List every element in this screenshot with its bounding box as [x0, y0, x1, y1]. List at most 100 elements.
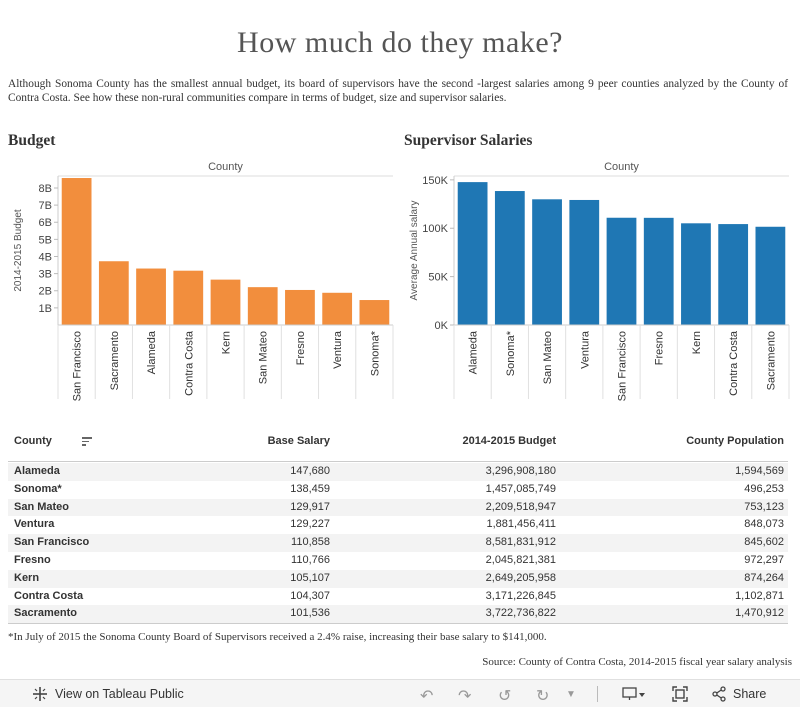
y-tick-label: 2B [39, 286, 52, 298]
bar[interactable] [606, 217, 637, 325]
table-row[interactable]: Sonoma* 138,459 1,457,085,749 496,253 [8, 481, 788, 499]
table-cell: 874,264 [744, 571, 784, 584]
table-cell: Ventura [14, 518, 55, 531]
table-row[interactable]: Fresno 110,766 2,045,821,381 972,297 [8, 552, 788, 570]
bar[interactable] [755, 226, 786, 325]
bar[interactable] [285, 289, 315, 325]
bar[interactable] [247, 287, 278, 325]
y-tick-label: 100K [422, 223, 448, 235]
x-tick-label: Contra Costa [728, 330, 740, 396]
sort-icon[interactable] [82, 437, 92, 447]
x-tick-label: Kern [221, 331, 233, 354]
intro-text: Although Sonoma County has the smallest … [8, 78, 788, 104]
download-icon[interactable] [622, 686, 646, 702]
table-cell: Fresno [14, 553, 51, 566]
table-cell: 1,457,085,749 [485, 482, 556, 495]
bar[interactable] [494, 191, 525, 325]
table-cell: Contra Costa [14, 589, 84, 602]
y-tick-label: 8B [39, 183, 52, 195]
x-tick-label: Kern [691, 331, 703, 354]
x-tick-label: Sonoma* [505, 330, 517, 376]
table-cell: 845,602 [744, 536, 784, 549]
revert-icon[interactable]: ↺ [498, 688, 512, 705]
table-cell: 129,917 [290, 500, 330, 513]
bar[interactable] [61, 178, 92, 325]
pause-icon[interactable]: ▼ [566, 689, 576, 700]
table-cell: San Francisco [14, 536, 90, 549]
table-cell: 110,858 [291, 536, 330, 549]
tableau-toolbar: View on Tableau Public ↶ ↷ ↺ ↻ ▼ Share [0, 679, 800, 707]
fullscreen-icon[interactable] [672, 686, 688, 702]
bar[interactable] [210, 279, 241, 325]
x-tick-label: Ventura [579, 330, 591, 369]
header-budget[interactable]: 2014-2015 Budget [462, 435, 556, 447]
view-on-tableau-label: View on Tableau Public [55, 687, 184, 701]
table-cell: Sonoma* [14, 482, 62, 495]
header-county[interactable]: County [14, 435, 52, 447]
table-cell: Sacramento [14, 607, 77, 620]
table-row[interactable]: Ventura 129,227 1,881,456,411 848,073 [8, 516, 788, 534]
undo-icon[interactable]: ↶ [420, 688, 434, 705]
bar[interactable] [322, 292, 353, 325]
y-axis-label: 2014-2015 Budget [13, 209, 24, 292]
budget-chart[interactable]: County 2014-2015 Budget 1B 2B 3B 4B 5B 6B 7B 8B Sa… [8, 155, 400, 405]
x-tick-label: Alameda [468, 330, 480, 374]
table-cell: 1,594,569 [735, 465, 784, 477]
table-cell: 129,227 [290, 518, 330, 531]
y-tick-label: 50K [428, 272, 448, 284]
y-tick-label: 4B [39, 251, 52, 263]
tableau-icon [33, 687, 47, 701]
view-on-tableau-button[interactable]: View on Tableau Public [32, 686, 184, 702]
table-cell: Alameda [14, 465, 60, 477]
table-row[interactable]: San Mateo 129,917 2,209,518,947 753,123 [8, 498, 788, 517]
bar[interactable] [718, 224, 749, 325]
share-button[interactable]: Share [711, 686, 766, 702]
footnote: *In July of 2015 the Sonoma County Board… [8, 631, 547, 643]
bar[interactable] [173, 270, 204, 325]
y-tick-label: 3B [39, 269, 52, 281]
x-tick-label: San Mateo [258, 331, 270, 384]
table-cell: 138,459 [290, 482, 330, 495]
table-row[interactable]: Alameda 147,680 3,296,908,180 1,594,569 [8, 463, 788, 481]
share-label: Share [733, 687, 767, 701]
bar[interactable] [643, 217, 674, 325]
table-cell: 105,107 [290, 571, 330, 584]
y-tick-label: 7B [39, 200, 52, 212]
table-row[interactable]: Kern 105,107 2,649,205,958 874,264 [8, 569, 788, 588]
header-population[interactable]: County Population [686, 435, 784, 447]
table-row[interactable]: San Francisco 110,858 8,581,831,912 845,602 [8, 534, 788, 552]
table-cell: 104,307 [290, 589, 330, 602]
bar[interactable] [359, 300, 390, 325]
table-cell: 2,649,205,958 [485, 571, 556, 584]
table-row[interactable]: Sacramento 101,536 3,722,736,822 1,470,912 [8, 605, 788, 624]
x-tick-label: San Mateo [542, 331, 554, 384]
bar[interactable] [136, 268, 166, 325]
table-cell: 110,766 [291, 553, 330, 566]
x-tick-label: Alameda [146, 330, 158, 374]
table-cell: 3,171,226,845 [485, 589, 556, 602]
bar[interactable] [457, 182, 488, 325]
table-header: County Base Salary 2014-2015 Budget Coun… [8, 428, 788, 462]
bar[interactable] [569, 199, 600, 325]
bar[interactable] [532, 199, 562, 325]
table-cell: 1,470,912 [735, 607, 784, 620]
bar[interactable] [98, 261, 129, 325]
table-cell: San Mateo [14, 500, 70, 513]
table-cell: 147,680 [290, 465, 330, 477]
page-title: How much do they make? [237, 26, 563, 59]
x-tick-label: San Francisco [72, 331, 84, 401]
y-tick-label: 0K [435, 320, 449, 332]
x-tick-label: Ventura [332, 330, 344, 369]
y-tick-label: 6B [39, 217, 52, 229]
table-cell: 3,722,736,822 [485, 607, 556, 620]
salary-chart[interactable]: County Average Annual salary 0K 50K 100K 150K… [404, 155, 796, 405]
y-tick-label: 1B [39, 303, 52, 315]
bar[interactable] [681, 223, 711, 325]
header-base-salary[interactable]: Base Salary [267, 435, 330, 447]
refresh-icon[interactable]: ↻ [536, 688, 550, 705]
table-row[interactable]: Contra Costa 104,307 3,171,226,845 1,102,87… [8, 588, 788, 606]
table-cell: 848,073 [744, 518, 784, 531]
redo-icon[interactable]: ↷ [458, 688, 472, 705]
chart-header: County [604, 161, 639, 173]
y-axis-label: Average Annual salary [409, 201, 420, 301]
